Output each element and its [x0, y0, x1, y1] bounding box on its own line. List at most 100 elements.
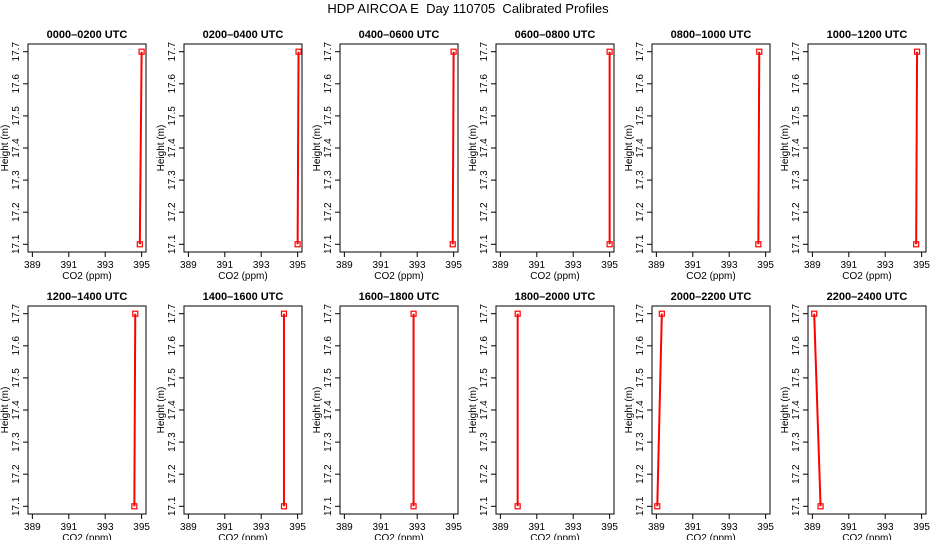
- x-tick-label: 391: [216, 260, 233, 271]
- x-tick-label: 393: [253, 522, 270, 533]
- y-axis-label: Height (m): [624, 125, 635, 172]
- x-tick-label: 393: [721, 522, 738, 533]
- y-tick-label: 17.7: [479, 304, 490, 324]
- data-point: [294, 241, 301, 248]
- y-tick-label: 17.3: [323, 432, 334, 452]
- y-tick-label: 17.3: [635, 432, 646, 452]
- y-tick-label: 17.3: [479, 170, 490, 190]
- y-tick-label: 17.6: [791, 336, 802, 356]
- plot-frame: [495, 305, 615, 515]
- profile-line: [138, 51, 143, 245]
- x-tick-label: 395: [289, 522, 306, 533]
- y-tick-label: 17.3: [167, 432, 178, 452]
- x-tick-label: 391: [684, 522, 701, 533]
- y-tick-label: 17.7: [479, 42, 490, 62]
- plot-frame: [651, 43, 771, 253]
- y-tick-label: 17.2: [323, 464, 334, 484]
- y-tick-label: 17.1: [167, 496, 178, 516]
- data-point: [280, 310, 288, 317]
- y-tick-label: 17.3: [167, 170, 178, 190]
- y-tick-label: 17.6: [635, 336, 646, 356]
- plot-frame: [651, 305, 771, 515]
- x-tick-label: 391: [528, 260, 545, 271]
- chart-panel-9: 1600–1800 UTC 389 391 393 395 CO2 (ppm) 17.1 17…: [312, 291, 462, 540]
- y-tick-label: 17.1: [167, 234, 178, 254]
- y-tick-label: 17.1: [791, 234, 802, 254]
- profile-line: [656, 313, 663, 507]
- y-tick-label: 17.2: [167, 464, 178, 484]
- y-tick-label: 17.1: [791, 496, 802, 516]
- y-tick-label: 17.5: [11, 368, 22, 388]
- y-tick-label: 17.4: [167, 400, 178, 420]
- panel-title: 1000–1200 UTC: [827, 29, 908, 41]
- y-tick-label: 17.7: [11, 304, 22, 324]
- x-axis-label: CO2 (ppm): [374, 271, 423, 282]
- x-axis-label: CO2 (ppm): [530, 271, 579, 282]
- x-tick-label: 395: [913, 260, 930, 271]
- y-tick-label: 17.4: [11, 400, 22, 420]
- x-tick-label: 393: [877, 522, 894, 533]
- x-tick-label: 391: [60, 522, 77, 533]
- panel-title: 1600–1800 UTC: [359, 291, 440, 303]
- y-axis-label: Height (m): [468, 387, 479, 434]
- y-tick-label: 17.1: [323, 496, 334, 516]
- plot-frame: [27, 305, 147, 515]
- y-tick-label: 17.5: [11, 106, 22, 126]
- data-point: [410, 503, 417, 510]
- data-point: [514, 503, 521, 510]
- y-tick-label: 17.7: [635, 304, 646, 324]
- panel-title: 1800–2000 UTC: [515, 291, 596, 303]
- x-axis-label: CO2 (ppm): [62, 271, 111, 282]
- y-tick-label: 17.7: [635, 42, 646, 62]
- chart-panel-6: 1000–1200 UTC 389 391 393 395 CO2 (ppm) 17.1 17…: [780, 29, 930, 282]
- y-tick-label: 17.3: [323, 170, 334, 190]
- x-tick-label: 393: [565, 522, 582, 533]
- chart-panel-11: 2000–2200 UTC 389 391 393 395 CO2 (ppm) 17.1 17…: [624, 291, 774, 540]
- y-tick-label: 17.2: [479, 202, 490, 222]
- y-tick-label: 17.7: [323, 304, 334, 324]
- y-tick-label: 17.7: [791, 304, 802, 324]
- y-tick-label: 17.6: [479, 74, 490, 94]
- x-tick-label: 389: [24, 260, 41, 271]
- y-tick-label: 17.5: [479, 368, 490, 388]
- x-tick-label: 389: [492, 522, 509, 533]
- y-tick-label: 17.2: [167, 202, 178, 222]
- x-tick-label: 391: [528, 522, 545, 533]
- y-tick-label: 17.1: [323, 234, 334, 254]
- data-point: [449, 241, 456, 248]
- y-axis-label: Height (m): [0, 125, 11, 172]
- data-point: [913, 241, 920, 248]
- plot-frame: [495, 43, 615, 253]
- x-tick-label: 395: [445, 260, 462, 271]
- profile-line: [915, 51, 919, 245]
- x-tick-label: 389: [180, 522, 197, 533]
- y-axis-label: Height (m): [156, 125, 167, 172]
- x-tick-label: 393: [409, 522, 426, 533]
- x-tick-label: 395: [757, 522, 774, 533]
- x-tick-label: 393: [409, 260, 426, 271]
- x-tick-label: 389: [648, 260, 665, 271]
- y-tick-label: 17.6: [323, 74, 334, 94]
- y-tick-label: 17.3: [479, 432, 490, 452]
- x-tick-label: 395: [133, 260, 150, 271]
- x-axis-label: CO2 (ppm): [530, 533, 579, 540]
- y-tick-label: 17.3: [11, 432, 22, 452]
- y-tick-label: 17.7: [167, 304, 178, 324]
- y-tick-label: 17.4: [479, 138, 490, 158]
- x-tick-label: 393: [721, 260, 738, 271]
- data-point: [295, 48, 302, 55]
- x-axis-label: CO2 (ppm): [62, 533, 111, 540]
- y-tick-label: 17.2: [791, 464, 802, 484]
- data-point: [138, 48, 145, 55]
- x-tick-label: 391: [372, 260, 389, 271]
- chart-panel-10: 1800–2000 UTC 389 391 393 395 CO2 (ppm) 17.1 17…: [468, 291, 618, 540]
- y-tick-label: 17.6: [167, 74, 178, 94]
- y-tick-label: 17.5: [167, 368, 178, 388]
- data-point: [756, 48, 763, 55]
- chart-panel-7: 1200–1400 UTC 389 391 393 395 CO2 (ppm) 17.1 17…: [0, 291, 150, 540]
- y-tick-label: 17.5: [479, 106, 490, 126]
- x-tick-label: 395: [757, 260, 774, 271]
- data-point: [654, 503, 661, 510]
- data-point: [514, 310, 521, 317]
